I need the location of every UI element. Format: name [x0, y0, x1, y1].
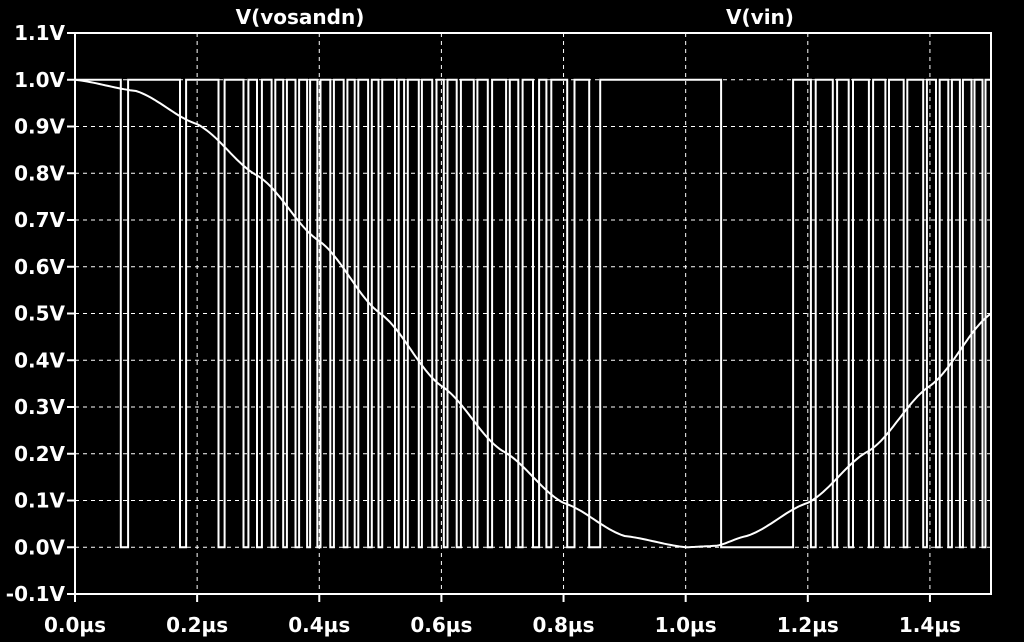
y-tick-label: -0.1V [6, 582, 66, 606]
y-tick-label: 0.9V [14, 115, 65, 139]
y-tick-label: 0.2V [14, 442, 65, 466]
x-tick-label: 1.4µs [899, 613, 961, 637]
y-tick-label: 0.8V [14, 161, 65, 185]
y-tick-label: 0.1V [14, 489, 65, 513]
x-tick-label: 0.8µs [533, 613, 595, 637]
y-axis-ticks: 1.1V 1.0V 0.9V 0.8V 0.7V 0.6V 0.5V 0.4V 0.3V 0.2V… [6, 21, 75, 606]
x-tick-label: 1.2µs [777, 613, 839, 637]
y-tick-label: 1.0V [14, 68, 65, 92]
x-axis-ticks: 0.0µs 0.2µs 0.4µs 0.6µs 0.8µs 1.0µs 1.2µs 1.4µs [44, 594, 961, 637]
series-vin-line [74, 78, 992, 549]
trace-titles: V(vosandn) V(vin) [236, 5, 794, 29]
x-tick-label: 1.0µs [655, 613, 717, 637]
y-tick-label: 0.7V [14, 208, 65, 232]
series-vosandn-line [75, 78, 991, 549]
series-layer [74, 78, 992, 549]
x-tick-label: 0.6µs [410, 613, 472, 637]
y-tick-label: 0.0V [14, 535, 65, 559]
trace-title-vin: V(vin) [726, 5, 794, 29]
x-tick-label: 0.4µs [288, 613, 350, 637]
trace-title-vosandn: V(vosandn) [236, 5, 365, 29]
y-tick-label: 0.6V [14, 255, 65, 279]
y-tick-label: 0.5V [14, 302, 65, 326]
x-tick-label: 0.0µs [44, 613, 106, 637]
x-tick-label: 0.2µs [166, 613, 228, 637]
y-tick-label: 0.4V [14, 348, 65, 372]
y-tick-label: 0.3V [14, 395, 65, 419]
y-tick-label: 1.1V [14, 21, 65, 45]
